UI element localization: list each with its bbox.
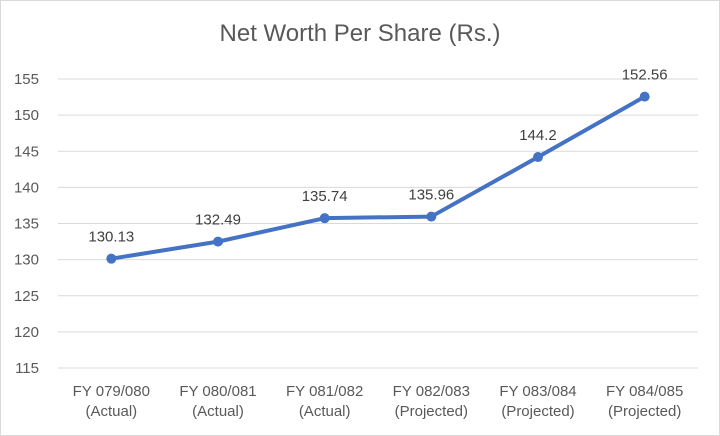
gridlines [58,78,698,369]
data-label: 132.49 [195,212,241,229]
x-axis-ticks: FY 079/080 (Actual) FY 080/081 (Actual) FY 0… [73,383,684,420]
data-label: 135.96 [408,187,454,204]
x-tick-label: FY 084/085 (Projected) [606,383,683,420]
y-tick-label: 145 [14,143,39,160]
data-point [639,91,650,102]
x-tick-label: FY 083/084 (Projected) [499,383,576,420]
y-tick-label: 150 [14,107,39,124]
y-tick-label: 135 [14,216,39,233]
y-axis-ticks: 115 120 125 130 135 140 145 150 155 [14,71,39,377]
y-tick-label: 125 [14,288,39,305]
data-label: 135.74 [302,188,348,205]
y-tick-label: 130 [14,252,39,269]
data-point [426,211,437,222]
data-label: 144.2 [519,127,557,144]
x-tick-label: FY 079/080 (Actual) [73,383,150,420]
series-group [106,91,650,264]
data-point [106,253,117,264]
data-point [319,213,330,224]
data-labels: 130.13 132.49 135.74 135.96 144.2 152.56 [88,67,667,246]
y-tick-label: 140 [14,179,39,196]
y-tick-label: 115 [15,360,39,377]
x-tick-label: FY 081/082 (Actual) [286,383,363,420]
series-line [109,94,647,261]
x-tick-label: FY 080/081 (Actual) [179,383,256,420]
data-point [533,152,543,163]
x-tick-label: FY 082/083 (Projected) [393,383,470,420]
data-point [213,236,223,247]
data-label: 152.56 [622,67,668,84]
y-tick-label: 120 [14,324,39,341]
chart-title: Net Worth Per Share (Rs.) [219,20,501,47]
data-label: 130.13 [88,229,134,246]
y-tick-label: 155 [14,71,39,88]
